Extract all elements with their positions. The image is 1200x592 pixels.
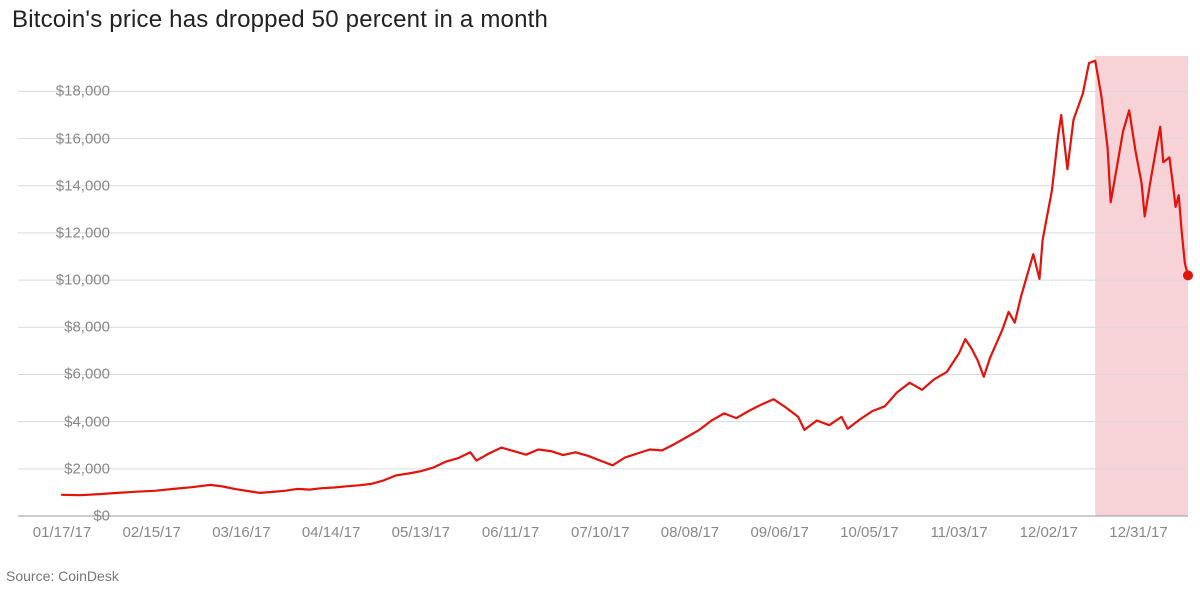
x-axis-tick-label: 12/31/17: [1109, 524, 1167, 541]
x-axis-tick-label: 04/14/17: [302, 524, 360, 541]
y-axis-tick-label: $10,000: [50, 272, 110, 289]
x-axis-tick-label: 12/02/17: [1020, 524, 1078, 541]
y-axis-tick-label: $0: [50, 508, 110, 525]
x-axis-tick-label: 05/13/17: [392, 524, 450, 541]
x-axis-tick-label: 08/08/17: [661, 524, 719, 541]
x-axis-tick-label: 10/05/17: [840, 524, 898, 541]
y-axis-tick-label: $8,000: [50, 319, 110, 336]
x-axis-tick-label: 09/06/17: [750, 524, 808, 541]
chart-area: $0 $2,000 $4,000 $6,000 $8,000 $10,000 $12,000…: [0, 46, 1200, 562]
y-axis-tick-label: $18,000: [50, 83, 110, 100]
chart-svg: [0, 46, 1200, 562]
x-axis-tick-label: 03/16/17: [212, 524, 270, 541]
x-axis-tick-label: 01/17/17: [33, 524, 91, 541]
x-axis-tick-label: 07/10/17: [571, 524, 629, 541]
x-axis-tick-label: 02/15/17: [123, 524, 181, 541]
chart-container: Bitcoin's price has dropped 50 percent i…: [0, 0, 1200, 592]
x-axis-tick-label: 06/11/17: [482, 524, 539, 541]
chart-source: Source: CoinDesk: [6, 568, 119, 584]
y-axis-tick-label: $4,000: [50, 413, 110, 430]
y-axis-tick-label: $14,000: [50, 177, 110, 194]
y-axis-tick-label: $6,000: [50, 366, 110, 383]
chart-title: Bitcoin's price has dropped 50 percent i…: [12, 6, 548, 34]
y-axis-tick-label: $12,000: [50, 224, 110, 241]
y-axis-tick-label: $2,000: [50, 460, 110, 477]
x-axis-tick-label: 11/03/17: [930, 524, 987, 541]
y-axis-tick-label: $16,000: [50, 130, 110, 147]
